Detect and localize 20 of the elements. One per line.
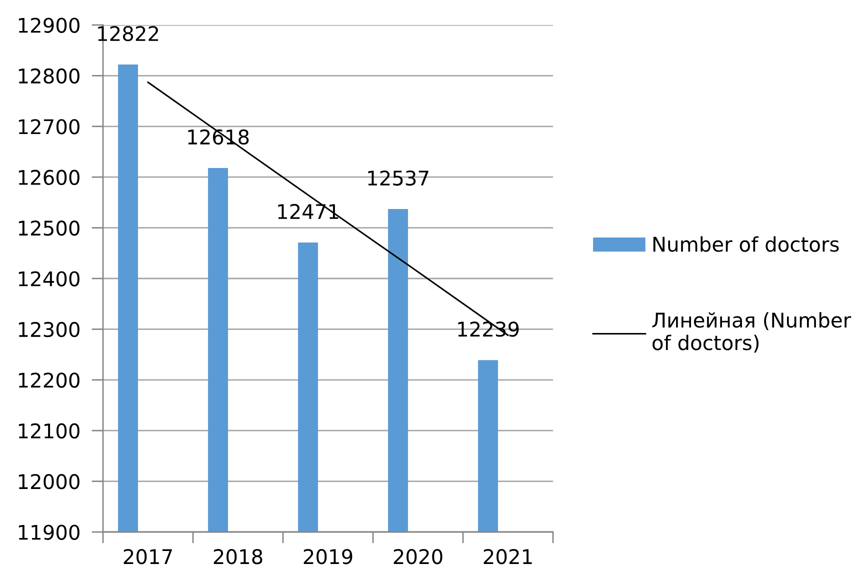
x-tick-label: 2018 [214, 549, 262, 564]
legend-label: Number of doctors [653, 236, 839, 252]
legend-label: Линейная (Number of doctors) [652, 312, 852, 353]
data-label: 12822 [98, 26, 158, 42]
y-tick-label: 12600 [18, 170, 80, 186]
y-tick-label: 11900 [18, 524, 80, 540]
data-label: 12537 [368, 170, 428, 186]
y-tick-label: 12700 [18, 119, 80, 134]
y-tick-label: 12400 [18, 271, 80, 286]
x-tick-label: 2019 [304, 549, 352, 564]
y-tick-label: 12900 [18, 18, 80, 33]
x-tick-label: 2021 [484, 549, 532, 564]
y-tick-label: 12300 [18, 322, 80, 338]
y-tick-label: 12000 [18, 474, 80, 490]
y-tick-label: 12800 [18, 68, 80, 84]
y-tick-label: 12500 [18, 220, 80, 236]
x-tick-label: 2020 [394, 549, 442, 564]
y-tick-label: 12200 [18, 372, 80, 388]
x-tick-label: 2017 [124, 549, 172, 564]
y-tick-label: 12100 [18, 423, 80, 439]
